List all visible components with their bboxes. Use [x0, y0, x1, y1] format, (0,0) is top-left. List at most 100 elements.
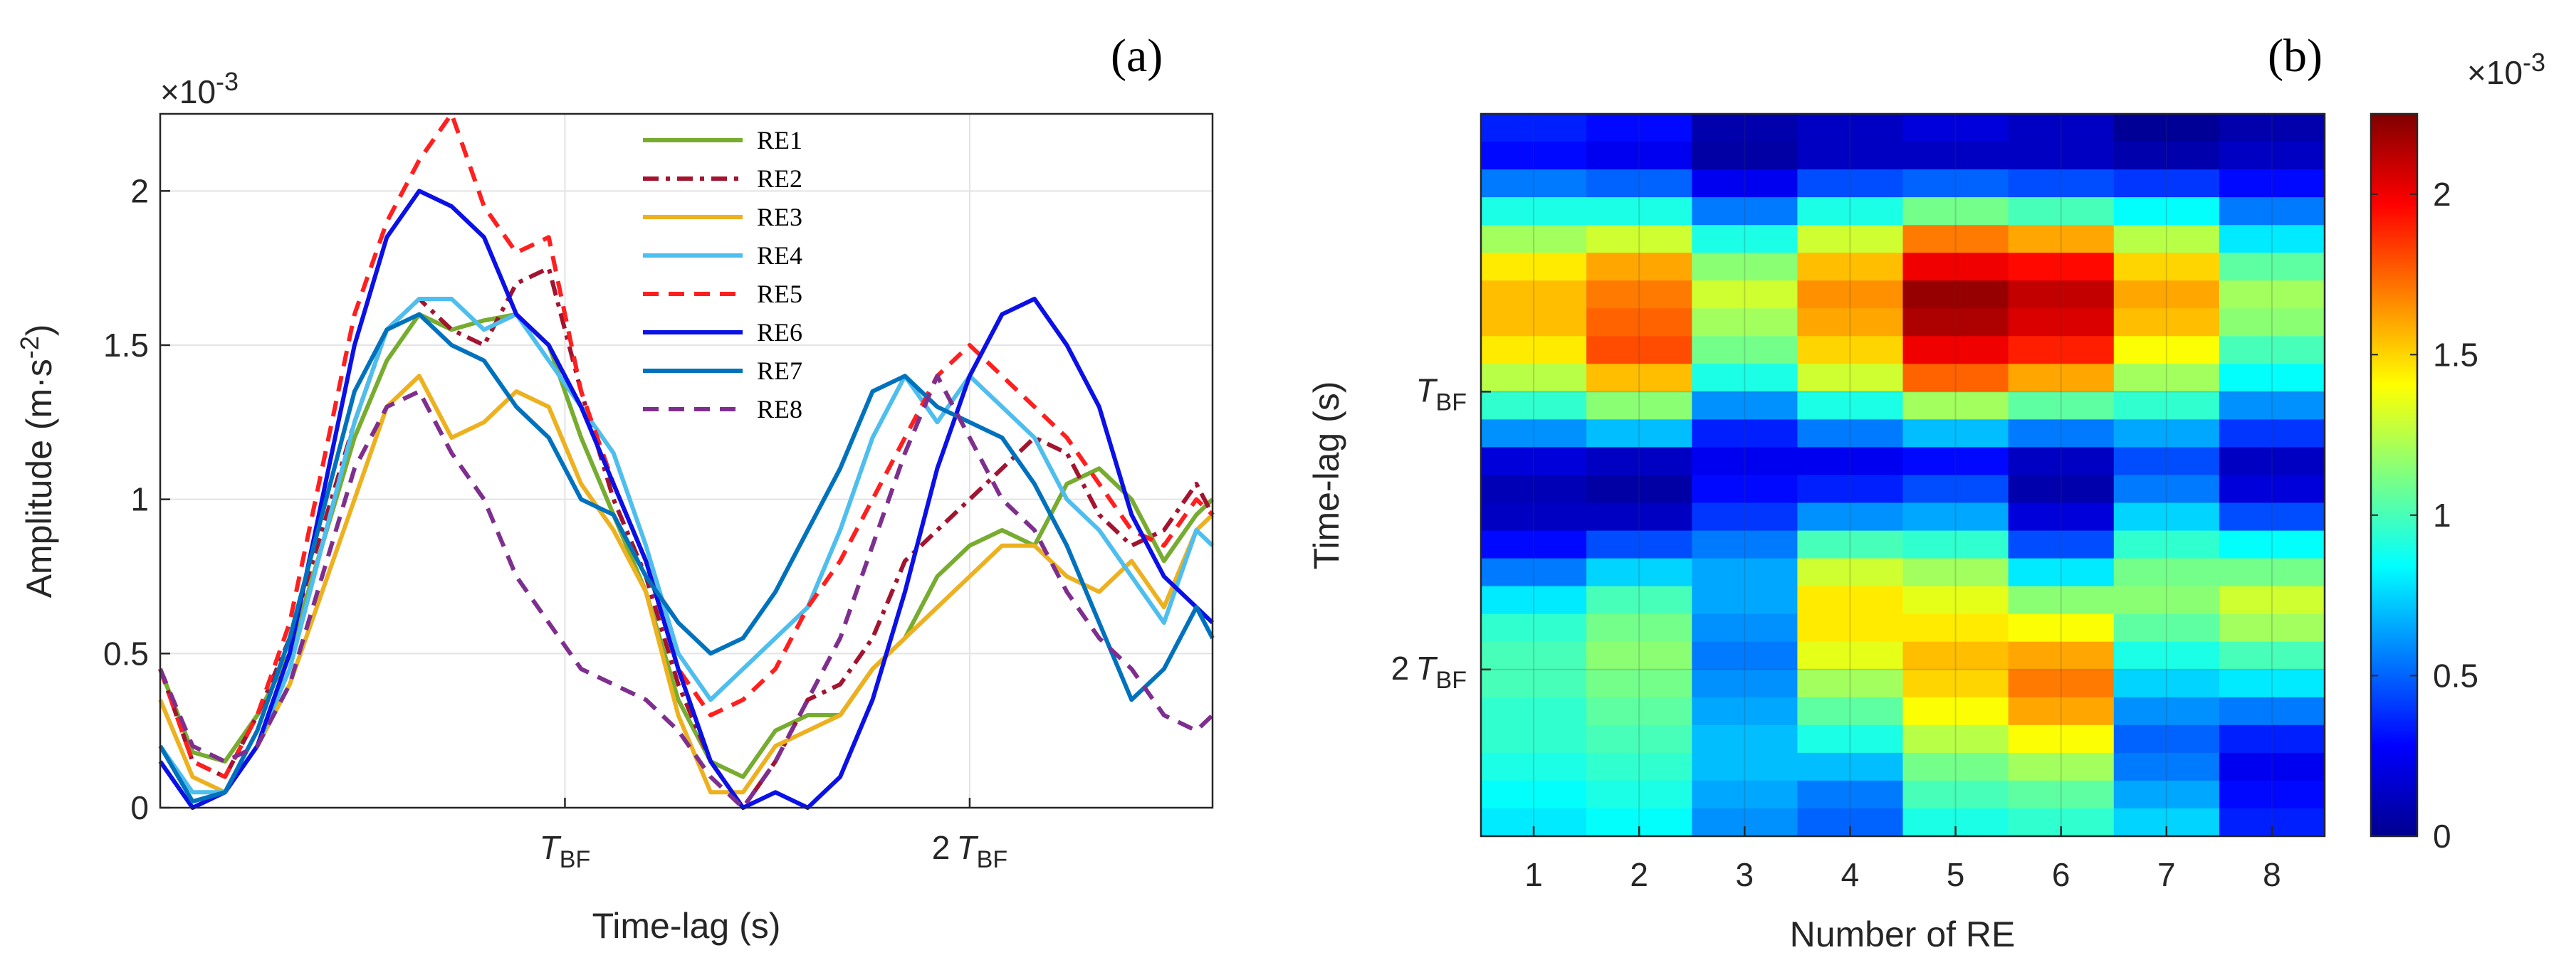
- heatmap-cell: [1902, 530, 2009, 559]
- y-tick-label-b-1: 2 TBF: [1391, 650, 1467, 694]
- heatmap-cell: [2008, 724, 2115, 754]
- heatmap-cell: [1586, 613, 1692, 643]
- heatmap-cell: [2219, 475, 2325, 504]
- heatmap-cell: [2008, 502, 2115, 532]
- heatmap-cell: [1586, 142, 1692, 170]
- heatmap-cell: [1902, 169, 2009, 198]
- heatmap-cell: [1797, 558, 1904, 587]
- heatmap-cell: [2219, 502, 2325, 532]
- heatmap-cell: [2113, 530, 2220, 559]
- heatmap-cell: [2008, 391, 2115, 421]
- heatmap-cell: [2113, 364, 2220, 393]
- y-tick-label-b-1-sub: BF: [1436, 667, 1467, 694]
- heatmap-cell: [1797, 641, 1904, 670]
- heatmap-cell: [1586, 197, 1692, 226]
- y-tick-label-a-2: 1: [130, 481, 149, 518]
- heatmap-cell: [1586, 697, 1692, 726]
- heatmap-cell: [1481, 475, 1587, 504]
- heatmap-cell: [1481, 530, 1587, 559]
- heatmap-cell: [2219, 419, 2325, 448]
- heatmap-cell: [1692, 419, 1799, 448]
- heatmap-cell: [2113, 724, 2220, 754]
- heatmap-cell: [2008, 142, 2115, 170]
- heatmap-cell: [1692, 586, 1799, 615]
- heatmap-cell: [1481, 697, 1587, 726]
- heatmap-cell: [1692, 697, 1799, 726]
- heatmap-cell: [2219, 280, 2325, 309]
- heatmap-cell: [2008, 280, 2115, 309]
- y-exponent-power-a: -3: [216, 67, 239, 96]
- heatmap-cell: [1481, 558, 1587, 587]
- y-axis-label-a: Amplitude (m·s-2): [15, 325, 59, 598]
- heatmap-cell: [2219, 253, 2325, 281]
- x-tick-label-a-0-main: T: [540, 829, 562, 866]
- heatmap-cell: [2113, 669, 2220, 698]
- heatmap-cell: [2113, 142, 2220, 170]
- heatmap-cell: [1586, 669, 1692, 698]
- y-axis-label-a-main: Amplitude (m·s: [19, 359, 59, 598]
- x-tick-label-a-1-sub: BF: [977, 846, 1007, 873]
- heatmap-cell: [1797, 502, 1904, 532]
- heatmap-cell: [2113, 752, 2220, 781]
- heatmap-cell: [2008, 475, 2115, 504]
- heatmap-cell: [1692, 752, 1799, 781]
- x-tick-label-a-1: 2 TBF: [932, 829, 1007, 873]
- panel-label-b: (b): [2268, 30, 2323, 82]
- x-tick-label-b-8: 8: [2263, 856, 2281, 893]
- heatmap-cell: [1586, 586, 1692, 615]
- legend-label-re8: RE8: [757, 395, 802, 423]
- x-tick-label-b-6: 6: [2052, 856, 2070, 893]
- heatmap-cell: [2008, 114, 2115, 142]
- heatmap-cell: [2113, 475, 2220, 504]
- heatmap-cell: [2113, 280, 2220, 309]
- heatmap-cell: [2113, 308, 2220, 337]
- y-axis-label-a-close: ): [19, 325, 59, 337]
- x-tick-label-b-2: 2: [1630, 856, 1648, 893]
- heatmap-cell: [2219, 142, 2325, 170]
- heatmap-cell: [1481, 586, 1587, 615]
- heatmap-cell: [1586, 336, 1692, 365]
- heatmap-cell: [1902, 752, 2009, 781]
- heatmap-cell: [2008, 697, 2115, 726]
- heatmap-cell: [1692, 530, 1799, 559]
- heatmap-cell: [2219, 114, 2325, 142]
- heatmap-cell: [2008, 253, 2115, 281]
- heatmap-cell: [1902, 697, 2009, 726]
- heatmap-cell: [1692, 724, 1799, 754]
- heatmap-cell: [2113, 558, 2220, 587]
- heatmap-cell: [1797, 669, 1904, 698]
- heatmap-cell: [1481, 391, 1587, 421]
- y-tick-label-b-0: TBF: [1415, 371, 1467, 416]
- heatmap-cell: [1586, 475, 1692, 504]
- x-tick-label-b-1: 1: [1524, 856, 1543, 893]
- heatmap-cell: [2008, 419, 2115, 448]
- legend-label-re2: RE2: [757, 164, 802, 193]
- colorbar-exponent-base: ×10: [2467, 54, 2523, 91]
- heatmap-cell: [1481, 780, 1587, 809]
- legend-label-re7: RE7: [757, 357, 802, 385]
- heatmap-cell: [2008, 530, 2115, 559]
- heatmap-cell: [1586, 558, 1692, 587]
- heatmap-cell: [1481, 502, 1587, 532]
- x-tick-label-a-1-space: [950, 829, 956, 866]
- heatmap-cell: [1797, 613, 1904, 643]
- heatmap-cell: [1797, 724, 1904, 754]
- heatmap-cell: [1902, 586, 2009, 615]
- legend-label-re3: RE3: [757, 203, 802, 231]
- heatmap-cell: [1902, 419, 2009, 448]
- y-tick-label-b-0-main: T: [1415, 371, 1438, 408]
- heatmap-cell: [2219, 308, 2325, 337]
- heatmap-cell: [1902, 780, 2009, 809]
- x-tick-label-a-1-main: T: [957, 829, 979, 866]
- heatmap-cell: [2219, 613, 2325, 643]
- grid-b: [1481, 114, 2325, 836]
- heatmap-cell: [1481, 114, 1587, 142]
- heatmap-cell: [2113, 253, 2220, 281]
- y-tick-label-a-1: 0.5: [103, 635, 149, 672]
- heatmap-cell: [1692, 142, 1799, 170]
- series-line-re3: [158, 374, 1215, 795]
- heatmap-cell: [1586, 280, 1692, 309]
- heatmap-cell: [2219, 752, 2325, 781]
